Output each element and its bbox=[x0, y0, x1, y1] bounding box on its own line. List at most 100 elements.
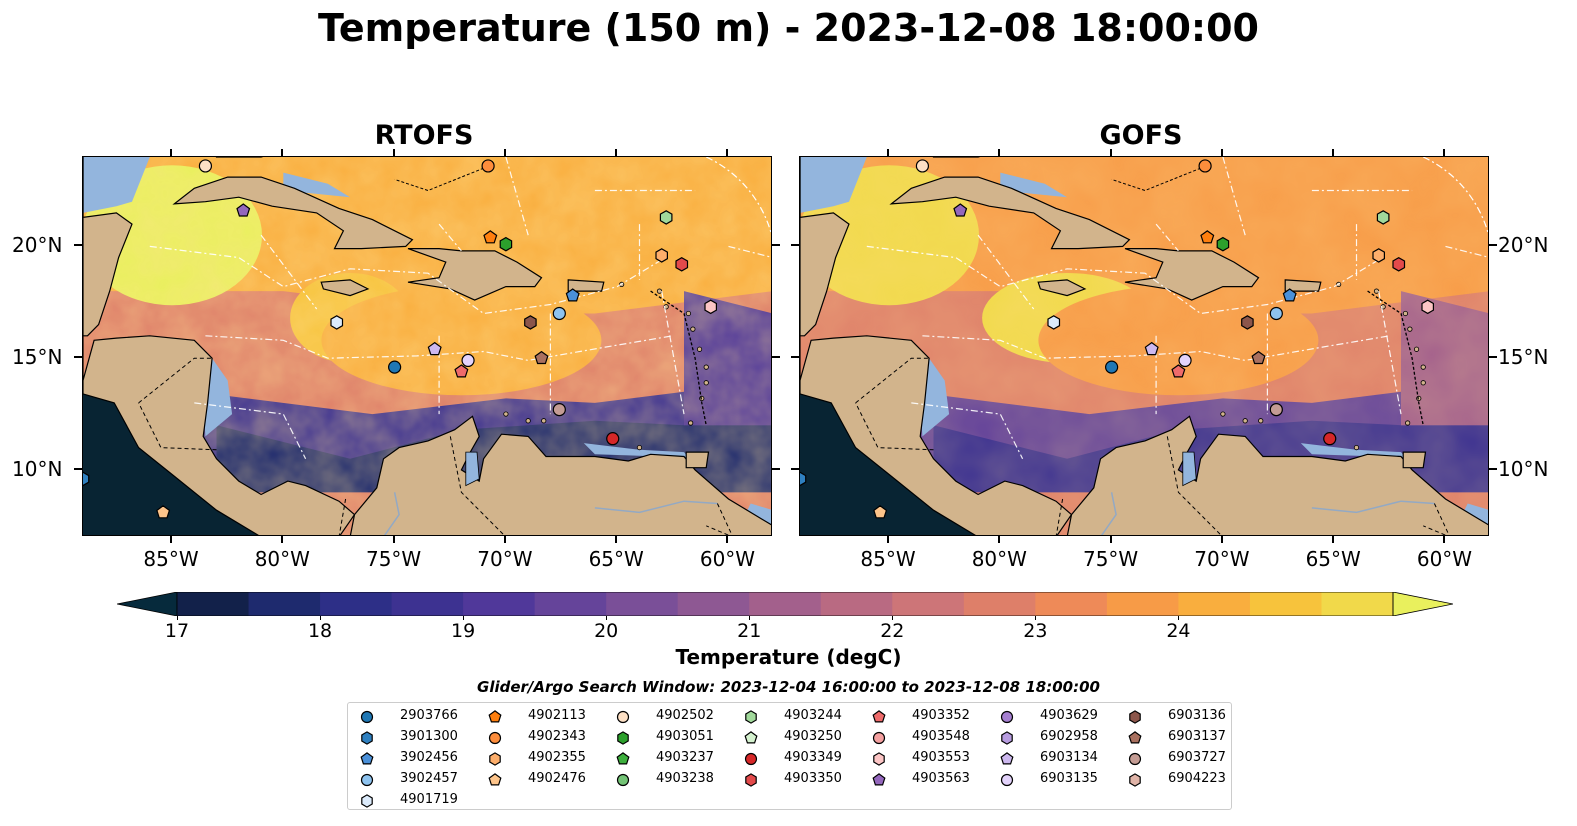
lat-tick-mark bbox=[772, 244, 780, 247]
legend-marker bbox=[489, 752, 501, 766]
float-marker bbox=[388, 360, 402, 374]
lat-tick-label-right: 20°N bbox=[1498, 233, 1549, 258]
lat-tick-mark bbox=[772, 467, 780, 470]
colorbar-tick-label: 18 bbox=[307, 620, 333, 642]
legend-marker bbox=[745, 710, 757, 724]
legend-item-label: 4903352 bbox=[912, 708, 970, 723]
main-title: Temperature (150 m) - 2023-12-08 18:00:0… bbox=[317, 6, 1259, 50]
lon-tick-label: 75°W bbox=[365, 547, 422, 571]
land-trinidad bbox=[685, 451, 710, 469]
colorbar-segment bbox=[963, 592, 1036, 616]
float-marker bbox=[499, 236, 513, 252]
colorbar-segment bbox=[534, 592, 607, 616]
colorbar-tick-label: 21 bbox=[737, 620, 762, 642]
legend-marker bbox=[360, 752, 374, 765]
legend-item-label: 6903134 bbox=[1040, 750, 1098, 765]
land-yucatan bbox=[83, 157, 133, 337]
lon-tick-label: 65°W bbox=[588, 547, 644, 571]
legend-item-label: 4903349 bbox=[784, 750, 842, 765]
lon-tick-label: 80°W bbox=[971, 547, 1027, 571]
float-marker bbox=[330, 315, 344, 330]
lon-tick-label: 80°W bbox=[254, 547, 310, 571]
legend-marker-circle-icon bbox=[616, 773, 630, 787]
lon-tick-label: 85°W bbox=[860, 547, 916, 571]
legend-item-label: 6902958 bbox=[1040, 729, 1098, 744]
map-gofs-svg bbox=[800, 157, 1488, 535]
legend-item-label: 6903727 bbox=[1168, 750, 1226, 765]
colorbar-tick-label: 17 bbox=[164, 620, 190, 642]
land-hispaniola bbox=[1124, 247, 1260, 301]
legend-marker-circle-icon bbox=[360, 773, 374, 787]
float-marker bbox=[1198, 159, 1212, 173]
legend-marker bbox=[361, 794, 373, 808]
land-central_america bbox=[83, 157, 356, 535]
lon-tick-label: 75°W bbox=[1082, 547, 1139, 571]
legend-marker bbox=[360, 710, 374, 724]
lon-tick-label: 85°W bbox=[143, 547, 199, 571]
lon-tick-mark bbox=[392, 536, 395, 543]
float-marker bbox=[1144, 341, 1159, 356]
float-marker bbox=[1392, 257, 1406, 272]
legend-marker-pentagon-icon bbox=[744, 731, 758, 744]
colorbar-tick-mark bbox=[748, 616, 750, 620]
lon-tick-mark bbox=[726, 149, 729, 156]
legend-marker bbox=[1128, 752, 1142, 766]
legend-item-label: 6903136 bbox=[1168, 708, 1226, 723]
float-marker bbox=[461, 353, 475, 368]
lon-tick-mark bbox=[1109, 149, 1112, 156]
float-marker bbox=[534, 350, 549, 365]
float-marker bbox=[481, 159, 495, 173]
lat-tick-label-right: 10°N bbox=[1498, 456, 1549, 481]
colorbar-tick-mark bbox=[891, 616, 893, 620]
colorbar-extend-min bbox=[117, 592, 178, 616]
legend-marker-hexagon-icon bbox=[745, 710, 757, 724]
colorbar-tick-label: 20 bbox=[594, 620, 619, 642]
lon-tick-mark bbox=[281, 149, 284, 156]
legend-marker bbox=[1129, 710, 1141, 724]
lon-tick-label: 70°W bbox=[477, 547, 533, 571]
legend-marker-hexagon-icon bbox=[745, 773, 757, 787]
lon-tick-mark bbox=[1109, 536, 1112, 543]
legend-item-label: 4903250 bbox=[784, 729, 842, 744]
land-puerto_rico bbox=[1284, 279, 1322, 292]
lon-tick-mark bbox=[998, 536, 1001, 543]
colorbar-segment bbox=[248, 592, 321, 616]
float-marker bbox=[915, 159, 930, 173]
lat-tick-mark bbox=[1489, 356, 1497, 359]
legend-marker bbox=[1000, 710, 1014, 724]
legend-marker-hexagon-icon bbox=[873, 752, 885, 766]
float-marker bbox=[198, 159, 213, 173]
float-marker bbox=[1200, 230, 1215, 244]
map-rtofs bbox=[82, 156, 772, 536]
legend-marker bbox=[1001, 731, 1013, 745]
legend-marker-circle-icon bbox=[1000, 773, 1014, 787]
legend-marker bbox=[616, 773, 630, 787]
float-marker bbox=[1323, 432, 1337, 446]
legend-item-label: 4903629 bbox=[1040, 708, 1098, 723]
colorbar-tick-mark bbox=[605, 616, 607, 620]
lat-tick-mark bbox=[74, 244, 82, 247]
lon-tick-label: 60°W bbox=[699, 547, 756, 571]
float-marker bbox=[659, 210, 673, 225]
legend-item-label: 4902502 bbox=[656, 708, 714, 723]
float-marker bbox=[1372, 248, 1386, 263]
lat-tick-label-left: 15°N bbox=[12, 345, 63, 370]
land-cuba bbox=[889, 176, 1131, 250]
land-yucatan bbox=[800, 157, 850, 337]
float-marker bbox=[953, 203, 968, 217]
float-marker bbox=[1282, 288, 1297, 302]
legend-marker bbox=[488, 773, 502, 786]
lon-tick-mark bbox=[1220, 536, 1223, 543]
lon-tick-mark bbox=[887, 536, 890, 543]
legend-marker-hexagon-icon bbox=[1129, 773, 1141, 787]
float-marker bbox=[1216, 236, 1230, 252]
float-marker bbox=[1047, 315, 1061, 330]
lon-tick-mark bbox=[1332, 536, 1335, 543]
legend-marker-pentagon-icon bbox=[1000, 752, 1014, 765]
legend-item-label: 4903553 bbox=[912, 750, 970, 765]
float-marker bbox=[1269, 306, 1283, 321]
lon-tick-mark bbox=[170, 149, 173, 156]
colorbar-segment bbox=[606, 592, 679, 616]
legend-marker bbox=[361, 731, 373, 745]
lat-tick-mark bbox=[74, 467, 82, 470]
